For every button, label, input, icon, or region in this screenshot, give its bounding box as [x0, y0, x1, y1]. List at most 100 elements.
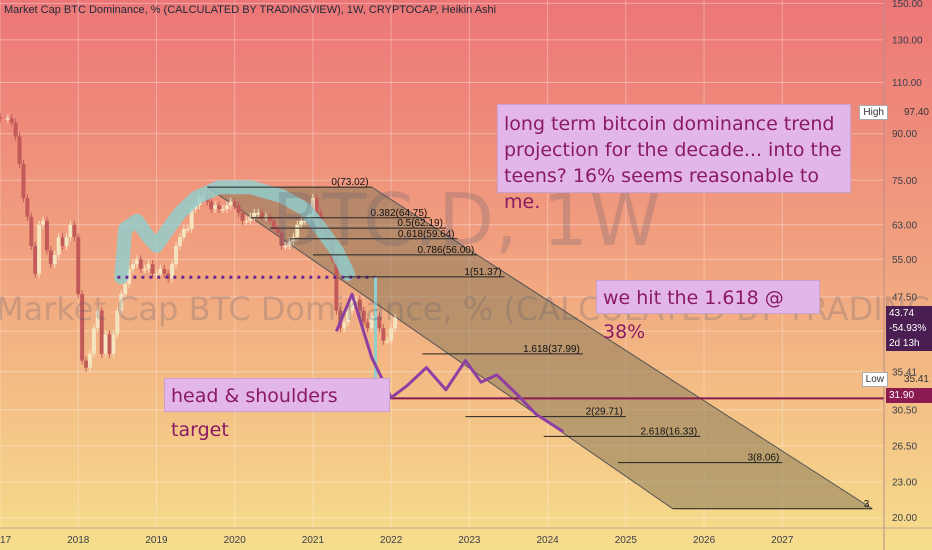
candle-body-35 [134, 259, 139, 265]
x-tick-label-2: 2019 [145, 535, 168, 546]
candle-body-27 [103, 334, 108, 354]
fib-label-1: 0.382(64.75) [371, 208, 428, 219]
candle-body-72 [279, 232, 284, 246]
y-tick-label-5: 63.00 [892, 220, 917, 231]
candle-body-14 [52, 254, 57, 265]
channel-fill [207, 187, 873, 509]
x-tick-label-0: 2017 [0, 535, 12, 546]
candle-body-17 [64, 237, 69, 246]
candle-body-101 [393, 317, 398, 329]
candle-body-24 [91, 328, 96, 354]
candle-body-22 [84, 360, 89, 368]
candle-body-69 [267, 216, 272, 221]
candle-body-66 [256, 212, 261, 215]
candle-body-54 [209, 201, 214, 210]
candle-body-15 [56, 237, 61, 255]
candle-body-9 [33, 245, 38, 274]
y-tick-label-2: 110.00 [892, 78, 922, 89]
current-price-tag: 43.74 [886, 306, 932, 321]
candle-body-93 [361, 310, 366, 323]
fib-label-10: 3 [864, 499, 870, 510]
candle-body-95 [369, 316, 374, 329]
fib-hit-box[interactable]: we hit the 1.618 @ 38% [596, 280, 820, 343]
fib-levels: 0(73.02) 0.382(64.75)0.5(62.19)0.618(59.6… [207, 177, 873, 510]
countdown-tag: 2d 13h [886, 336, 932, 351]
candle-body-13 [48, 250, 53, 265]
candle-body-92 [357, 299, 362, 311]
candle-body-98 [381, 328, 386, 341]
candle-body-65 [252, 212, 257, 217]
trend-note-box[interactable]: long term bitcoin dominance trend projec… [497, 104, 851, 213]
candle-body-71 [275, 228, 280, 233]
candle-body-90 [350, 299, 355, 311]
fib-label-8: 2.618(16.33) [640, 426, 697, 437]
drawings [114, 180, 884, 400]
candle-body-62 [240, 212, 245, 221]
candle-body-77 [299, 220, 304, 225]
projection-line [335, 292, 565, 433]
candle-body-94 [365, 322, 370, 329]
head-shoulders-arc [114, 180, 356, 285]
candle-body-19 [72, 224, 77, 238]
candle-body-11 [41, 220, 46, 225]
channel-right-edge [371, 186, 873, 510]
high-value-tag: 97.40 [903, 107, 929, 118]
y-tick-label-13: 20.00 [892, 513, 917, 524]
candle-body-60 [232, 201, 237, 206]
channel-left-edge [207, 186, 674, 510]
x-tick-label-10: 2027 [771, 535, 794, 546]
y-tick-label-4: 75.00 [892, 176, 917, 187]
candle-body-6 [21, 163, 26, 198]
x-tick-label-6: 2023 [458, 535, 481, 546]
low-value-tag: 35.41 [903, 374, 929, 385]
candle-body-58 [224, 205, 229, 210]
candle-body-88 [342, 322, 347, 329]
fib-label-2: 0.5(62.19) [397, 218, 443, 229]
candle-body-26 [99, 310, 104, 354]
x-tick-label-5: 2022 [380, 535, 403, 546]
y-tick-label-0: 150.00 [892, 0, 923, 10]
projection-path [335, 292, 565, 433]
current-change-tag: -54.93% [886, 321, 932, 336]
fib-label-4: 0.786(56.00) [417, 245, 474, 256]
candle-body-8 [29, 216, 34, 246]
candle-body-59 [228, 201, 233, 206]
candle-body-28 [107, 334, 112, 354]
candle-body-31 [119, 294, 124, 311]
candle-body-25 [95, 310, 100, 329]
candle-body-40 [154, 273, 159, 276]
candle-body-1 [0, 117, 2, 119]
candle-body-20 [76, 237, 81, 295]
hs-target-box[interactable]: head & shoulders target [164, 378, 390, 441]
candle-body-42 [162, 268, 167, 274]
candle-body-89 [346, 310, 351, 323]
y-tick-label-12: 23.00 [892, 477, 917, 488]
candle-body-32 [123, 283, 128, 295]
candle-body-56 [217, 205, 222, 210]
candle-body-70 [271, 220, 276, 229]
y-tick-label-6: 55.00 [892, 255, 917, 266]
x-tick-label-4: 2021 [302, 535, 325, 546]
candle-body-91 [353, 299, 358, 302]
x-tick-label-3: 2020 [224, 535, 247, 546]
candle-body-80 [310, 197, 315, 213]
fib-label-9: 3(8.06) [748, 453, 780, 464]
candle-body-44 [170, 264, 175, 279]
candle-body-75 [291, 237, 296, 242]
fib-label-3: 0.618(59.64) [398, 229, 455, 240]
x-tick-label-1: 2018 [67, 535, 90, 546]
candle-body-47 [181, 228, 186, 238]
candle-body-7 [25, 197, 30, 217]
candle-body-97 [377, 316, 382, 329]
candle-body-67 [260, 212, 265, 217]
candle-body-78 [303, 220, 308, 223]
candle-body-4 [13, 122, 18, 137]
fib-label-6: 1.618(37.99) [523, 344, 580, 355]
candle-body-12 [44, 220, 49, 251]
candle-body-46 [177, 237, 182, 246]
candle-body-86 [334, 259, 339, 311]
candle-body-33 [127, 268, 132, 284]
candle-body-100 [389, 328, 394, 341]
candle-body-81 [314, 197, 319, 213]
